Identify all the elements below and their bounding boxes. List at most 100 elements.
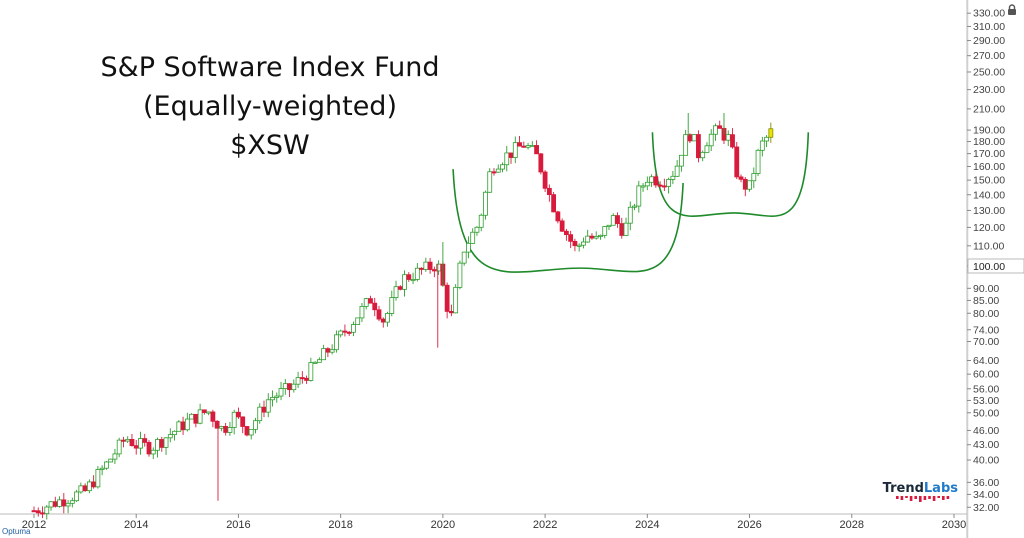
logo-bar	[919, 496, 922, 502]
candle-body	[636, 185, 642, 207]
candle-body	[593, 236, 599, 239]
candle	[116, 437, 122, 458]
candle-body	[189, 413, 194, 420]
candle	[385, 311, 390, 327]
candle-body	[31, 510, 37, 513]
candle-body	[674, 165, 680, 177]
candle-body	[402, 274, 407, 290]
candle-body	[734, 146, 740, 178]
candle-body	[52, 501, 58, 507]
candle-body	[470, 231, 476, 244]
candle	[436, 260, 442, 275]
candle-body	[338, 330, 344, 336]
candle-body	[755, 149, 761, 174]
candle	[581, 237, 586, 249]
candle	[419, 267, 424, 275]
candle	[240, 416, 246, 434]
candle	[606, 224, 612, 230]
y-tick-label: 46.00	[973, 425, 999, 437]
candle	[508, 152, 514, 164]
candle	[48, 501, 54, 511]
candle	[321, 344, 327, 361]
candle	[529, 141, 535, 148]
candle-body	[700, 151, 706, 159]
current-price-label: 100.00	[973, 261, 1005, 273]
candle-body	[632, 205, 637, 208]
candle-body	[627, 206, 633, 224]
candle	[725, 130, 731, 146]
candle-body	[133, 445, 139, 449]
candle	[632, 203, 637, 211]
logo-bar	[900, 496, 904, 500]
candle-body	[35, 510, 41, 514]
candle-body	[329, 349, 335, 353]
candle	[576, 243, 582, 252]
x-tick-label: 2014	[124, 519, 148, 531]
candle	[69, 497, 75, 508]
candle	[351, 321, 356, 337]
candle	[500, 162, 505, 173]
optuma-footer: Optuma	[2, 527, 31, 536]
candle	[86, 479, 92, 494]
candle-body	[517, 142, 522, 147]
candle-body	[278, 388, 284, 397]
logo-bar	[896, 496, 899, 499]
logo-trend-text: Trend	[882, 481, 924, 496]
candle-body	[180, 421, 186, 431]
candle-body	[534, 145, 539, 155]
candle-body	[589, 235, 595, 239]
candle-body	[304, 377, 309, 381]
candle	[31, 506, 37, 513]
candle-body	[657, 184, 663, 187]
candle	[768, 122, 774, 143]
y-tick-label: 60.00	[973, 369, 999, 381]
candle-body	[355, 317, 361, 325]
candle	[338, 329, 344, 338]
candle	[167, 428, 173, 443]
candle	[159, 436, 165, 452]
candle	[691, 134, 697, 142]
candle	[444, 282, 450, 319]
logo-bar	[905, 496, 908, 498]
lock-icon[interactable]	[1005, 4, 1019, 16]
x-tick-label: 2016	[226, 519, 250, 531]
candle-body	[316, 359, 322, 363]
candle	[316, 357, 322, 363]
candle	[82, 483, 88, 492]
candle	[585, 229, 591, 243]
candle	[138, 431, 143, 455]
candle	[223, 422, 229, 436]
candle-body	[155, 439, 160, 451]
candle	[227, 421, 233, 436]
candle-body	[483, 191, 488, 216]
x-tick-label: 2026	[737, 519, 761, 531]
x-axis: 2012 2014 2016 2018 2020 2022 2024 2026 2028 2030	[22, 514, 966, 531]
logo-labs-text: Labs	[923, 481, 958, 496]
candle-body	[325, 348, 331, 353]
candle	[184, 412, 190, 432]
candle	[214, 420, 220, 429]
candle	[555, 210, 561, 224]
current-price-box	[967, 258, 1024, 274]
candle-body	[104, 461, 109, 469]
candle-body	[184, 418, 190, 431]
candle-body	[244, 426, 250, 436]
candle-body	[606, 224, 612, 227]
candle	[359, 303, 365, 323]
candle	[683, 129, 689, 156]
candle	[325, 347, 331, 358]
candle	[734, 142, 740, 180]
candle	[644, 176, 650, 191]
candle-body	[176, 421, 182, 432]
x-tick-label: 2028	[840, 519, 864, 531]
candle-body	[78, 485, 84, 493]
candle-body	[717, 125, 723, 129]
candle	[150, 447, 156, 460]
y-tick-label: 230.00	[973, 84, 1005, 96]
y-tick-label: 140.00	[973, 189, 1005, 201]
candle-body	[500, 164, 505, 170]
candle-body	[683, 134, 689, 156]
candle	[274, 392, 280, 403]
candle	[495, 164, 501, 173]
